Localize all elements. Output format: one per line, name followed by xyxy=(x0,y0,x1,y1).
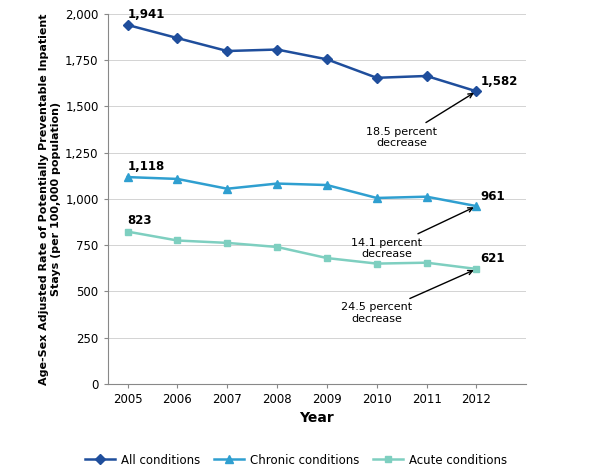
Text: 1,941: 1,941 xyxy=(127,7,165,21)
Text: 18.5 percent
decrease: 18.5 percent decrease xyxy=(366,94,473,148)
Text: 24.5 percent
decrease: 24.5 percent decrease xyxy=(341,271,472,324)
X-axis label: Year: Year xyxy=(300,411,334,425)
Text: 1,118: 1,118 xyxy=(127,160,165,173)
Text: 621: 621 xyxy=(480,253,505,265)
Text: 14.1 percent
decrease: 14.1 percent decrease xyxy=(351,208,472,259)
Y-axis label: Age-Sex Adjusted Rate of Potentially Preventable Inpatient
Stays (per 100,000 po: Age-Sex Adjusted Rate of Potentially Pre… xyxy=(39,13,61,385)
Legend: All conditions, Chronic conditions, Acute conditions: All conditions, Chronic conditions, Acut… xyxy=(81,449,511,468)
Text: 961: 961 xyxy=(480,190,505,203)
Text: 1,582: 1,582 xyxy=(480,75,518,88)
Text: 823: 823 xyxy=(127,214,152,227)
